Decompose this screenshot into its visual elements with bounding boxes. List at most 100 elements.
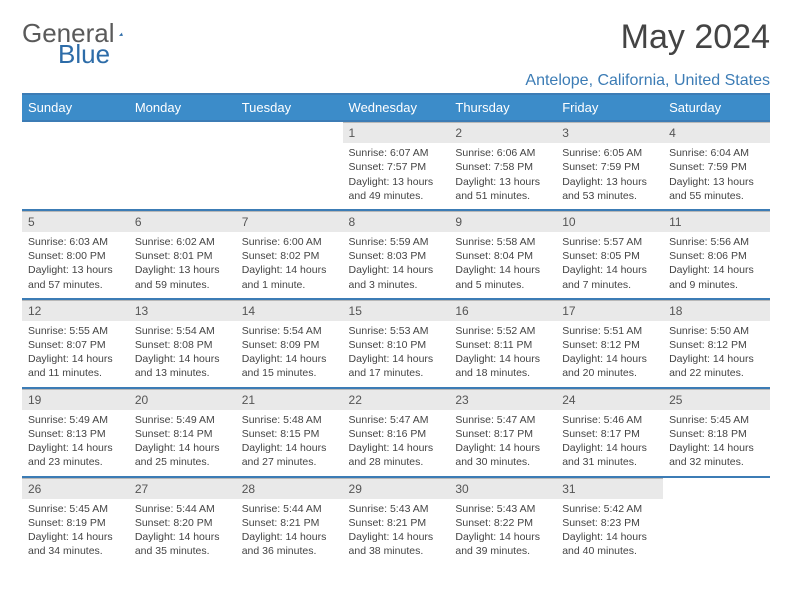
day-number: 11 — [663, 211, 770, 232]
sunset-text: Sunset: 8:18 PM — [669, 427, 764, 441]
day-number: 27 — [129, 478, 236, 499]
location-bar: Antelope, California, United States — [22, 72, 770, 95]
daylight-text: Daylight: 14 hours and 30 minutes. — [455, 441, 550, 469]
daylight-text: Daylight: 14 hours and 39 minutes. — [455, 530, 550, 558]
sunset-text: Sunset: 8:21 PM — [242, 516, 337, 530]
calendar-week-row: 1Sunrise: 6:07 AMSunset: 7:57 PMDaylight… — [22, 121, 770, 210]
calendar-day-cell: 7Sunrise: 6:00 AMSunset: 8:02 PMDaylight… — [236, 210, 343, 299]
daylight-text: Daylight: 13 hours and 59 minutes. — [135, 263, 230, 291]
calendar-table: SundayMondayTuesdayWednesdayThursdayFrid… — [22, 95, 770, 564]
calendar-day-cell: 11 Sunrise: 5:56 AMSunset: 8:06 PMDayligh… — [663, 210, 770, 299]
sunrise-text: Sunrise: 5:51 AM — [562, 324, 657, 338]
calendar-body: 1Sunrise: 6:07 AMSunset: 7:57 PMDaylight… — [22, 121, 770, 564]
calendar-day-cell: 2Sunrise: 6:06 AMSunset: 7:58 PMDaylight… — [449, 121, 556, 210]
daylight-text: Daylight: 13 hours and 57 minutes. — [28, 263, 123, 291]
sunset-text: Sunset: 8:12 PM — [669, 338, 764, 352]
daylight-text: Daylight: 13 hours and 55 minutes. — [669, 175, 764, 203]
day-content: Sunrise: 5:50 AMSunset: 8:12 PMDaylight:… — [663, 321, 770, 387]
day-number: 30 — [449, 478, 556, 499]
day-content: Sunrise: 6:07 AMSunset: 7:57 PMDaylight:… — [343, 143, 450, 209]
daylight-text: Daylight: 14 hours and 28 minutes. — [349, 441, 444, 469]
calendar-week-row: 5Sunrise: 6:03 AMSunset: 8:00 PMDaylight… — [22, 210, 770, 299]
calendar-day-cell: 6Sunrise: 6:02 AMSunset: 8:01 PMDaylight… — [129, 210, 236, 299]
sunset-text: Sunset: 8:14 PM — [135, 427, 230, 441]
location-text: Antelope, California, United States — [525, 72, 770, 89]
day-content: Sunrise: 5:48 AMSunset: 8:15 PMDaylight:… — [236, 410, 343, 476]
sunset-text: Sunset: 8:05 PM — [562, 249, 657, 263]
day-number: 10 — [556, 211, 663, 232]
sunrise-text: Sunrise: 6:07 AM — [349, 146, 444, 160]
calendar-day-cell: 15Sunrise: 5:53 AMSunset: 8:10 PMDayligh… — [343, 299, 450, 388]
day-content: Sunrise: 5:53 AMSunset: 8:10 PMDaylight:… — [343, 321, 450, 387]
daylight-text: Daylight: 14 hours and 15 minutes. — [242, 352, 337, 380]
daylight-text: Daylight: 14 hours and 40 minutes. — [562, 530, 657, 558]
daylight-text: Daylight: 14 hours and 38 minutes. — [349, 530, 444, 558]
sunrise-text: Sunrise: 5:42 AM — [562, 502, 657, 516]
daylight-text: Daylight: 14 hours and 32 minutes. — [669, 441, 764, 469]
calendar-week-row: 12Sunrise: 5:55 AMSunset: 8:07 PMDayligh… — [22, 299, 770, 388]
calendar-day-cell — [22, 121, 129, 210]
sunrise-text: Sunrise: 6:00 AM — [242, 235, 337, 249]
day-content: Sunrise: 5:55 AMSunset: 8:07 PMDaylight:… — [22, 321, 129, 387]
daylight-text: Daylight: 14 hours and 13 minutes. — [135, 352, 230, 380]
weekday-header: Wednesday — [343, 95, 450, 121]
day-content: Sunrise: 6:04 AMSunset: 7:59 PMDaylight:… — [663, 143, 770, 209]
sunrise-text: Sunrise: 6:06 AM — [455, 146, 550, 160]
day-content: Sunrise: 5:49 AMSunset: 8:14 PMDaylight:… — [129, 410, 236, 476]
daylight-text: Daylight: 14 hours and 36 minutes. — [242, 530, 337, 558]
day-content: Sunrise: 6:06 AMSunset: 7:58 PMDaylight:… — [449, 143, 556, 209]
daylight-text: Daylight: 14 hours and 23 minutes. — [28, 441, 123, 469]
sunrise-text: Sunrise: 5:57 AM — [562, 235, 657, 249]
weekday-header: Thursday — [449, 95, 556, 121]
day-number: 31 — [556, 478, 663, 499]
sunset-text: Sunset: 8:22 PM — [455, 516, 550, 530]
sunset-text: Sunset: 8:06 PM — [669, 249, 764, 263]
sunrise-text: Sunrise: 5:56 AM — [669, 235, 764, 249]
calendar-week-row: 26Sunrise: 5:45 AMSunset: 8:19 PMDayligh… — [22, 477, 770, 565]
calendar-day-cell: 23Sunrise: 5:47 AMSunset: 8:17 PMDayligh… — [449, 388, 556, 477]
calendar-day-cell: 26Sunrise: 5:45 AMSunset: 8:19 PMDayligh… — [22, 477, 129, 565]
day-content: Sunrise: 5:59 AMSunset: 8:03 PMDaylight:… — [343, 232, 450, 298]
calendar-day-cell: 28Sunrise: 5:44 AMSunset: 8:21 PMDayligh… — [236, 477, 343, 565]
daylight-text: Daylight: 14 hours and 9 minutes. — [669, 263, 764, 291]
calendar-day-cell: 5Sunrise: 6:03 AMSunset: 8:00 PMDaylight… — [22, 210, 129, 299]
sunset-text: Sunset: 8:03 PM — [349, 249, 444, 263]
day-number: 24 — [556, 389, 663, 410]
sunrise-text: Sunrise: 6:02 AM — [135, 235, 230, 249]
day-number: 12 — [22, 300, 129, 321]
day-number: 1 — [343, 122, 450, 143]
day-content: Sunrise: 5:45 AMSunset: 8:19 PMDaylight:… — [22, 499, 129, 565]
sunset-text: Sunset: 8:02 PM — [242, 249, 337, 263]
calendar-day-cell: 14Sunrise: 5:54 AMSunset: 8:09 PMDayligh… — [236, 299, 343, 388]
day-number: 23 — [449, 389, 556, 410]
calendar-day-cell: 25Sunrise: 5:45 AMSunset: 8:18 PMDayligh… — [663, 388, 770, 477]
calendar-week-row: 19Sunrise: 5:49 AMSunset: 8:13 PMDayligh… — [22, 388, 770, 477]
sunset-text: Sunset: 8:11 PM — [455, 338, 550, 352]
calendar-day-cell: 16Sunrise: 5:52 AMSunset: 8:11 PMDayligh… — [449, 299, 556, 388]
daylight-text: Daylight: 14 hours and 5 minutes. — [455, 263, 550, 291]
calendar-day-cell: 20Sunrise: 5:49 AMSunset: 8:14 PMDayligh… — [129, 388, 236, 477]
sunrise-text: Sunrise: 5:45 AM — [669, 413, 764, 427]
calendar-day-cell: 17Sunrise: 5:51 AMSunset: 8:12 PMDayligh… — [556, 299, 663, 388]
day-number: 19 — [22, 389, 129, 410]
day-number: 22 — [343, 389, 450, 410]
day-number: 8 — [343, 211, 450, 232]
sunrise-text: Sunrise: 5:47 AM — [349, 413, 444, 427]
daylight-text: Daylight: 14 hours and 3 minutes. — [349, 263, 444, 291]
sunrise-text: Sunrise: 5:53 AM — [349, 324, 444, 338]
sunset-text: Sunset: 8:10 PM — [349, 338, 444, 352]
sunrise-text: Sunrise: 5:54 AM — [242, 324, 337, 338]
daylight-text: Daylight: 14 hours and 25 minutes. — [135, 441, 230, 469]
sunrise-text: Sunrise: 5:49 AM — [135, 413, 230, 427]
sunrise-text: Sunrise: 5:43 AM — [349, 502, 444, 516]
sunset-text: Sunset: 8:19 PM — [28, 516, 123, 530]
daylight-text: Daylight: 14 hours and 11 minutes. — [28, 352, 123, 380]
daylight-text: Daylight: 14 hours and 34 minutes. — [28, 530, 123, 558]
calendar-day-cell — [236, 121, 343, 210]
calendar-day-cell: 9Sunrise: 5:58 AMSunset: 8:04 PMDaylight… — [449, 210, 556, 299]
calendar-day-cell: 4Sunrise: 6:04 AMSunset: 7:59 PMDaylight… — [663, 121, 770, 210]
calendar-day-cell: 18Sunrise: 5:50 AMSunset: 8:12 PMDayligh… — [663, 299, 770, 388]
sunset-text: Sunset: 8:20 PM — [135, 516, 230, 530]
day-content: Sunrise: 5:54 AMSunset: 8:09 PMDaylight:… — [236, 321, 343, 387]
sunset-text: Sunset: 7:59 PM — [669, 160, 764, 174]
